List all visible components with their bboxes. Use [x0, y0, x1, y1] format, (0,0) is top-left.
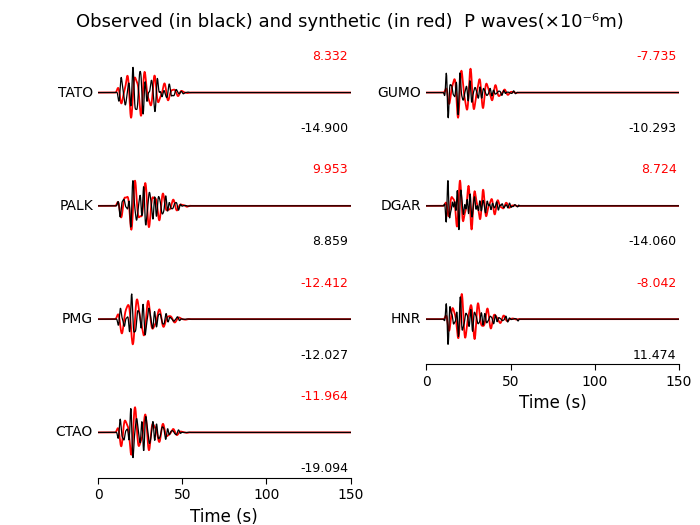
- X-axis label: Time (s): Time (s): [519, 394, 587, 413]
- Text: -12.412: -12.412: [300, 277, 348, 290]
- Text: -7.735: -7.735: [636, 50, 676, 63]
- Text: -10.293: -10.293: [629, 122, 676, 135]
- Text: DGAR: DGAR: [381, 199, 421, 213]
- Text: -12.027: -12.027: [300, 349, 348, 362]
- Text: PALK: PALK: [60, 199, 93, 213]
- Text: -14.900: -14.900: [300, 122, 348, 135]
- Text: Observed (in black) and synthetic (in red)  P waves(×10⁻⁶m): Observed (in black) and synthetic (in re…: [76, 13, 624, 31]
- X-axis label: Time (s): Time (s): [190, 508, 258, 525]
- Text: 8.859: 8.859: [312, 235, 348, 248]
- Text: 9.953: 9.953: [312, 163, 348, 176]
- Text: 8.724: 8.724: [640, 163, 676, 176]
- Text: 11.474: 11.474: [633, 349, 676, 362]
- Text: PMG: PMG: [62, 312, 93, 326]
- Text: GUMO: GUMO: [377, 86, 421, 100]
- Text: -8.042: -8.042: [636, 277, 676, 290]
- Text: CTAO: CTAO: [56, 425, 93, 439]
- Text: -14.060: -14.060: [629, 235, 676, 248]
- Text: -11.964: -11.964: [300, 390, 348, 403]
- Text: 8.332: 8.332: [312, 50, 348, 63]
- Text: -19.094: -19.094: [300, 462, 348, 475]
- Text: TATO: TATO: [58, 86, 93, 100]
- Text: HNR: HNR: [391, 312, 421, 326]
